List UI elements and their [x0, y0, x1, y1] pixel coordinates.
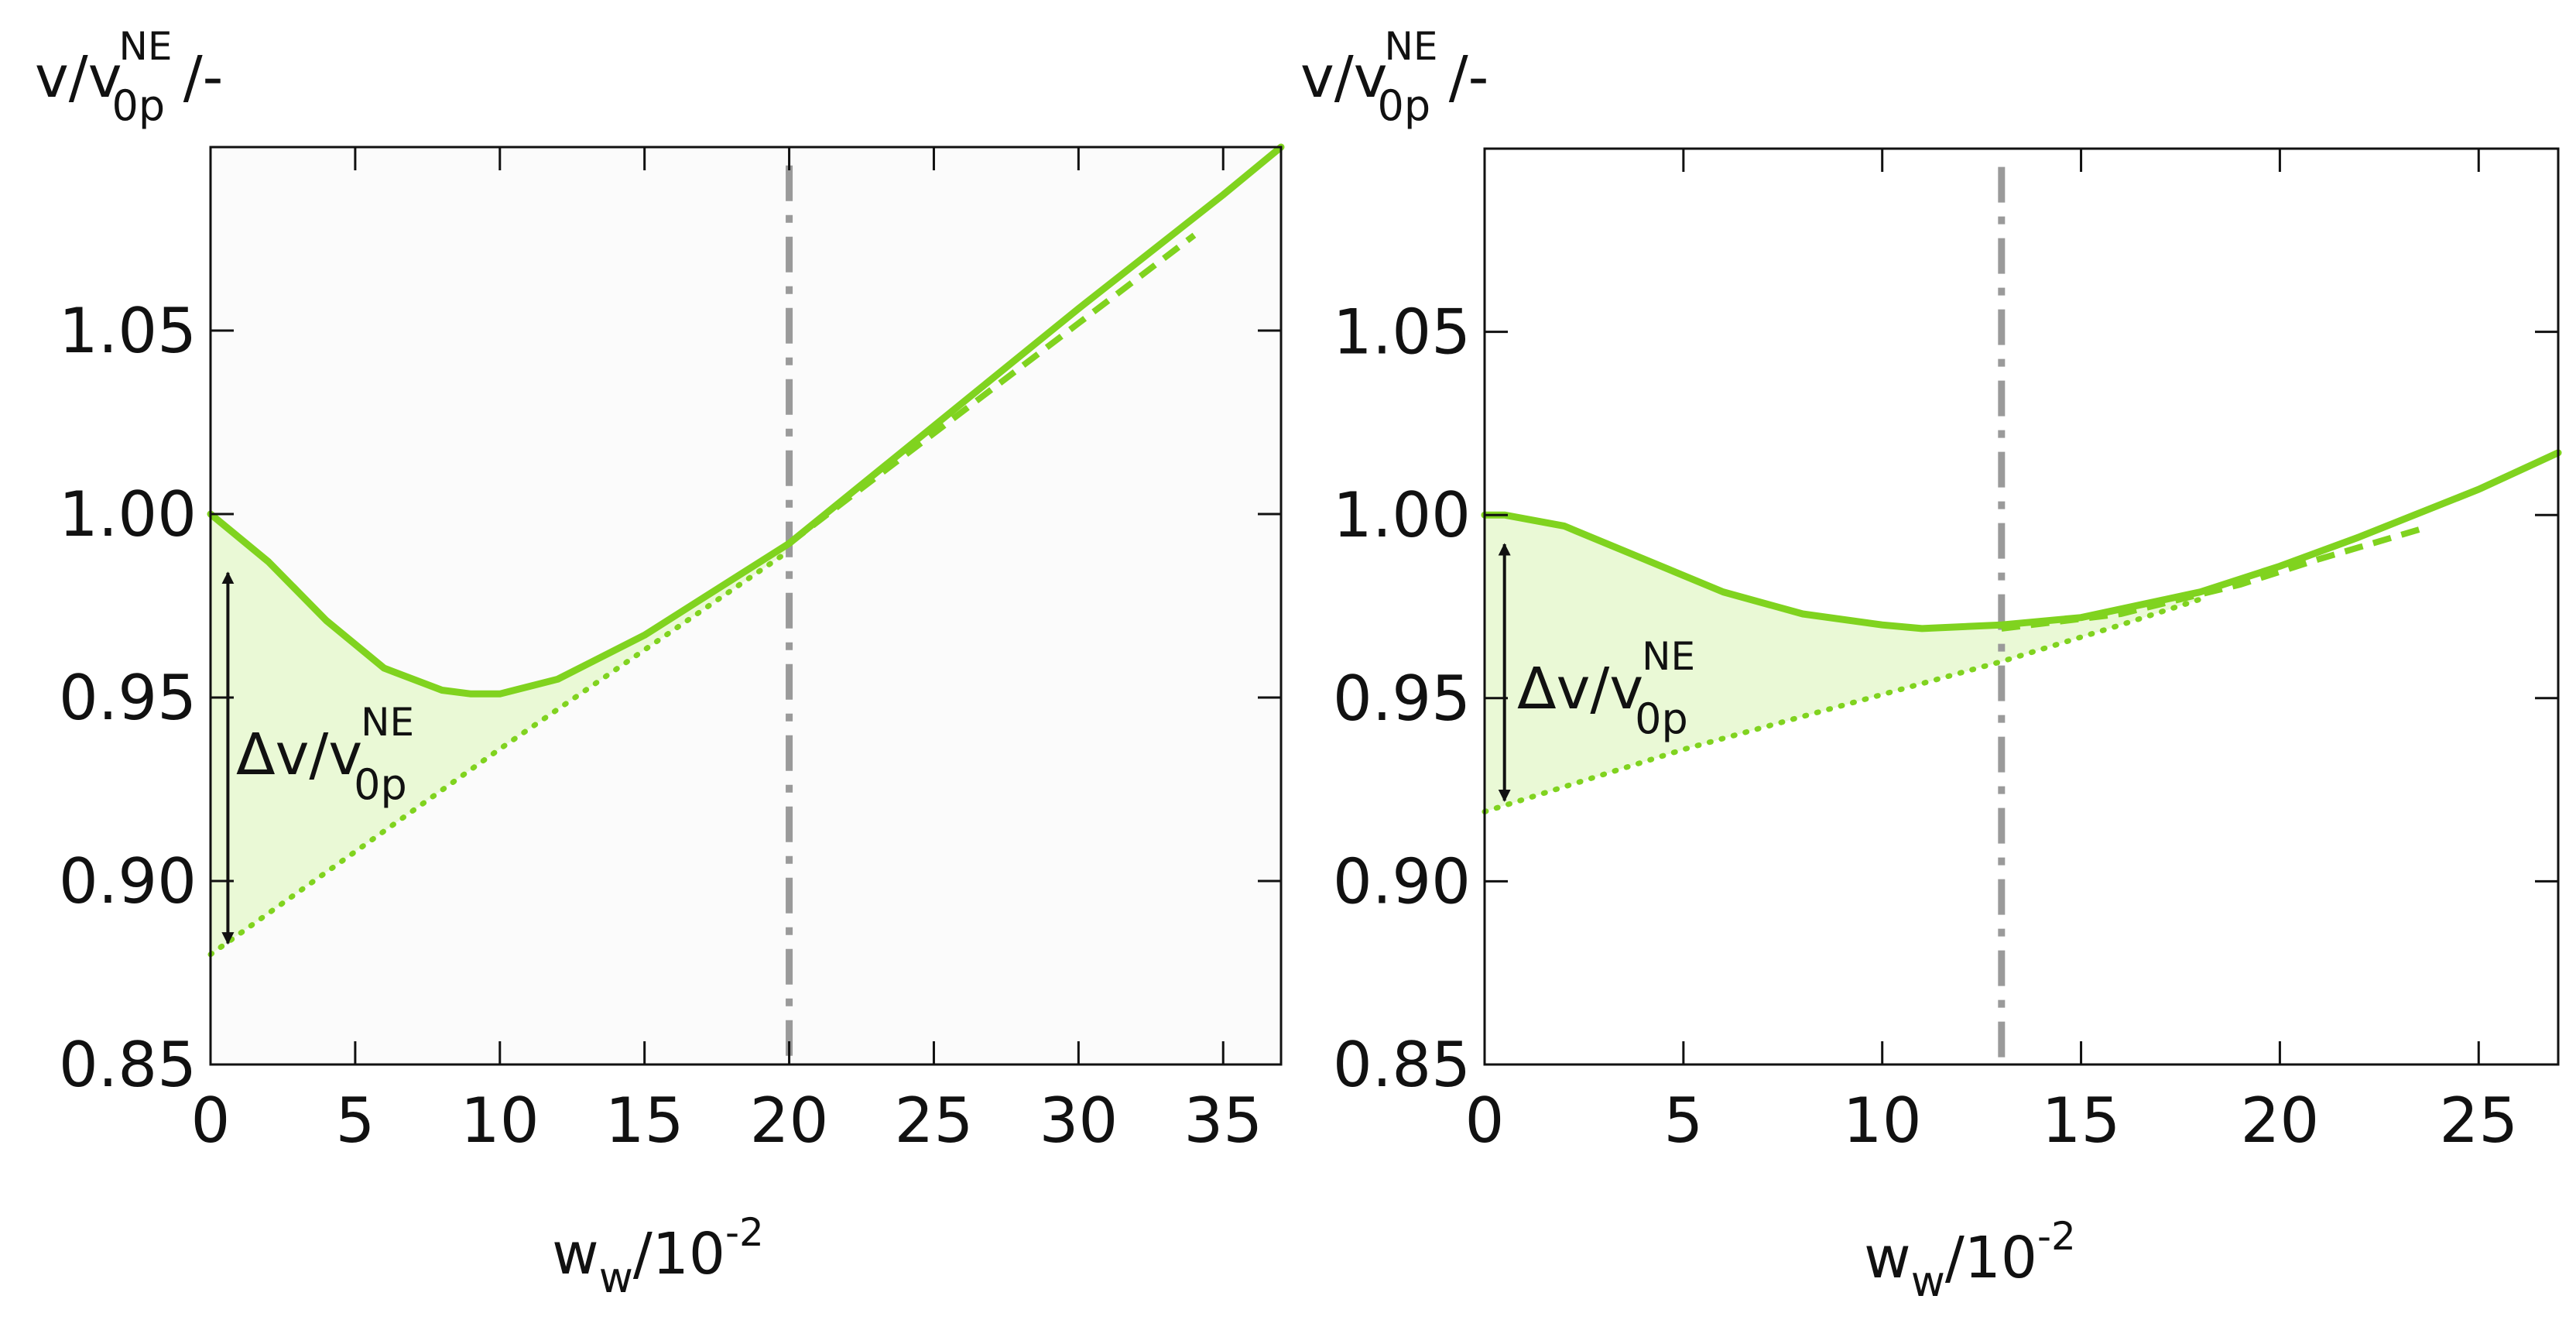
chart-right: 0.85 0.90 0.95 1.00 1.05 0 5 10 15 20 25 v/vNE 0p /-…: [1300, 24, 2562, 1306]
x-tick-label: 0: [191, 1085, 231, 1157]
series-solid-line: [207, 143, 1285, 698]
shaded-difference-region: [211, 514, 790, 955]
delta-annotation-label: Δv/vNE 0p: [236, 700, 414, 809]
y-tick-label: 1.05: [59, 295, 197, 367]
axes-frame: [1483, 147, 2560, 1066]
plot-area: [211, 147, 1281, 1064]
x-tick-label: 25: [895, 1085, 974, 1157]
x-tick-label: 5: [335, 1085, 375, 1157]
y-tick-label: 0.95: [59, 662, 197, 734]
x-axis-label: ww/10-2: [1864, 1214, 2076, 1306]
chart-left: 0.85 0.90 0.95 1.00 1.05 0 5 10 15 20 25 30 35 v/vNE 0…: [35, 24, 1285, 1302]
y-tick-label: 1.00: [1333, 479, 1471, 551]
x-tick-label: 10: [461, 1085, 540, 1157]
y-tick-label: 1.05: [1333, 297, 1471, 369]
y-tick-label: 0.90: [59, 845, 197, 917]
x-tick-label: 35: [1184, 1085, 1262, 1157]
y-axis-label: v/vNE 0p /-: [1300, 24, 1488, 130]
y-tick-label: 0.95: [1333, 663, 1471, 735]
x-tick-label: 5: [1663, 1085, 1703, 1157]
x-tick-label: 15: [2042, 1085, 2121, 1157]
delta-annotation-label: Δv/vNE 0p: [1517, 634, 1695, 743]
y-axis-label: v/vNE 0p /-: [35, 24, 223, 130]
y-tick-label: 0.85: [1333, 1029, 1471, 1101]
x-tick-label: 15: [605, 1085, 684, 1157]
x-tick-label: 30: [1039, 1085, 1118, 1157]
shaded-difference-region: [1485, 515, 2201, 812]
x-tick-label: 0: [1465, 1085, 1505, 1157]
series-dashed-line: [2001, 526, 2420, 632]
series-solid-line: [1481, 449, 2562, 633]
axes-frame: [209, 146, 1283, 1066]
x-axis-label: ww/10-2: [552, 1210, 764, 1302]
y-tick-label: 0.90: [1333, 845, 1471, 917]
series-dotted-line: [1482, 596, 2204, 814]
x-tick-label: 10: [1843, 1085, 1922, 1157]
x-tick-label: 20: [750, 1085, 829, 1157]
y-tick-label: 1.00: [59, 478, 197, 550]
x-tick-label: 20: [2241, 1085, 2320, 1157]
y-tick-label: 0.85: [59, 1029, 197, 1101]
x-tick-label: 25: [2439, 1085, 2518, 1157]
